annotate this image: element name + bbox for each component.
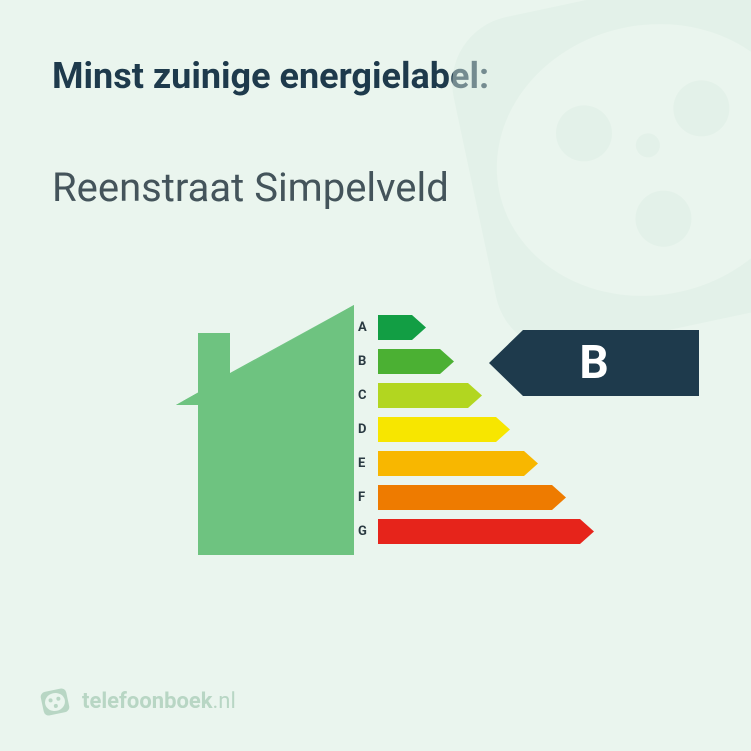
energy-figure: A B C D E F G B <box>52 301 699 561</box>
energy-bar-shape <box>378 485 566 510</box>
energy-bar-shape <box>378 417 510 442</box>
energy-label-card: Minst zuinige energielabel: Reenstraat S… <box>0 0 751 751</box>
energy-bar-shape <box>378 451 538 476</box>
brand-name-light: .nl <box>213 689 236 714</box>
selected-label-badge: B <box>489 330 699 396</box>
brand-name-bold: telefoonboek <box>82 689 213 714</box>
energy-bar-letter: C <box>358 388 378 403</box>
selected-label-letter: B <box>579 336 608 390</box>
energy-bar-e: E <box>358 451 594 476</box>
brand-text: telefoonboek.nl <box>82 691 236 713</box>
energy-bar-letter: A <box>358 320 378 335</box>
energy-bar-letter: F <box>358 490 378 505</box>
energy-bar-g: G <box>358 519 594 544</box>
energy-bar-shape <box>378 383 482 408</box>
house-icon <box>176 305 354 555</box>
energy-bar-f: F <box>358 485 594 510</box>
energy-bar-shape <box>378 349 454 374</box>
energy-bar-shape <box>378 315 426 340</box>
energy-bar-letter: E <box>358 456 378 471</box>
energy-bar-letter: B <box>358 354 378 369</box>
footer-brand: telefoonboek.nl <box>40 687 236 717</box>
card-title: Minst zuinige energielabel: <box>52 56 699 97</box>
energy-bar-shape <box>378 519 594 544</box>
energy-bar-letter: G <box>358 524 378 539</box>
brand-logo-icon <box>40 687 70 717</box>
energy-bar-letter: D <box>358 422 378 437</box>
card-subtitle: Reenstraat Simpelveld <box>52 165 699 211</box>
energy-bar-d: D <box>358 417 594 442</box>
